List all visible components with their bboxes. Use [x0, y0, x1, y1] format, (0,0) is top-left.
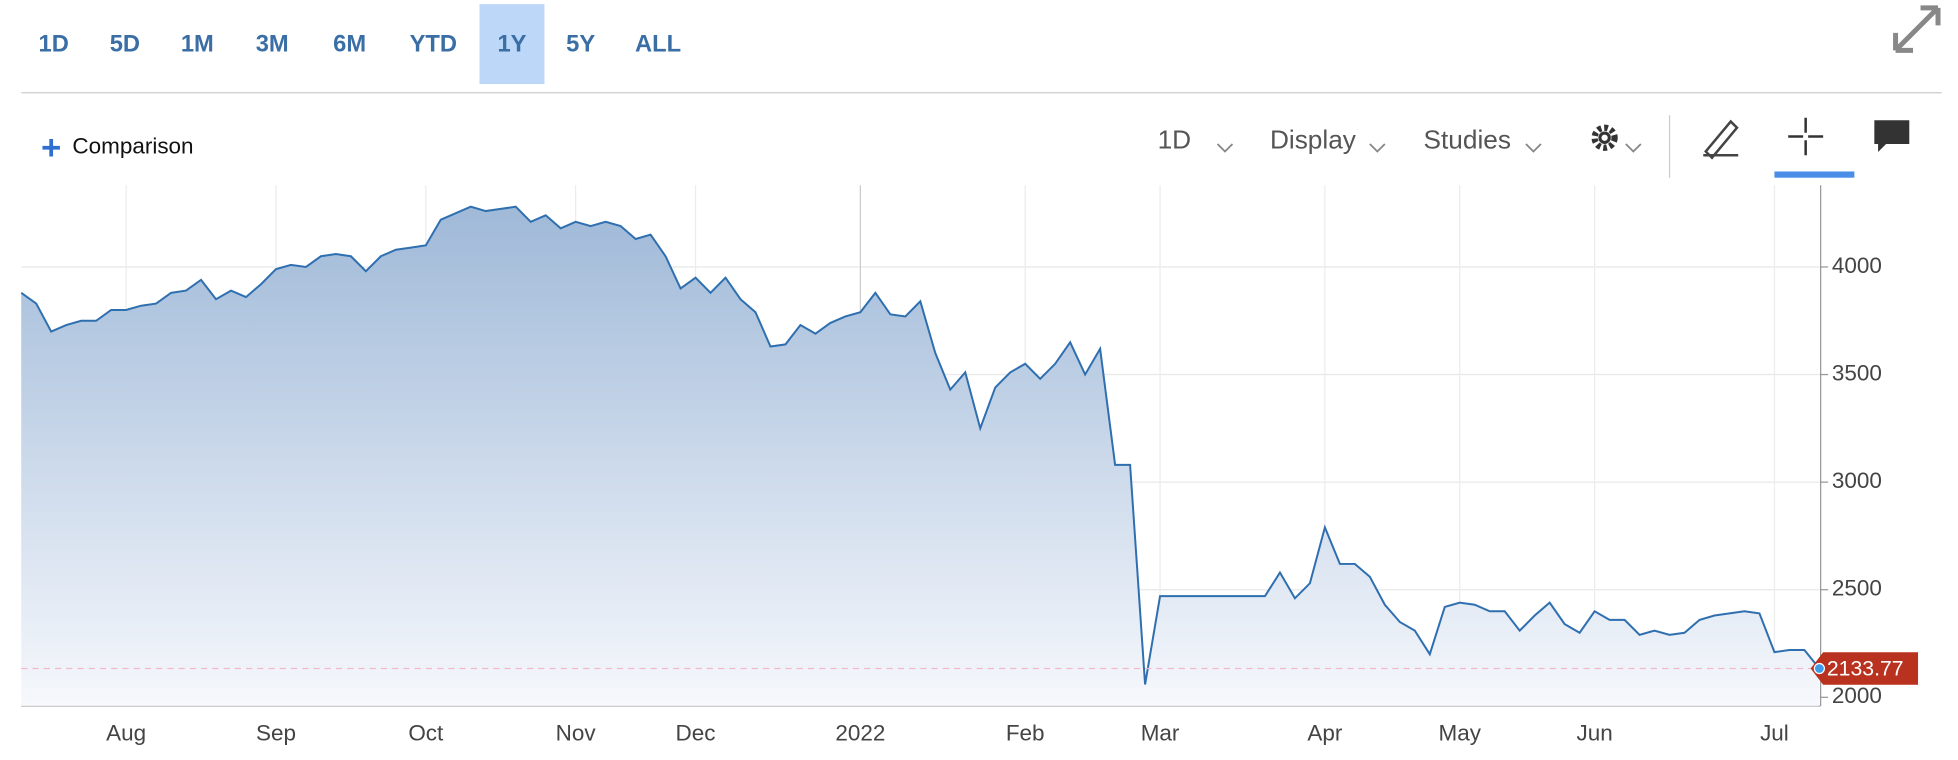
y-tick-label: 2000 [1832, 683, 1882, 708]
y-tick-label: 2500 [1832, 576, 1882, 601]
comparison-button[interactable]: Comparison [72, 134, 193, 159]
draw-icon[interactable] [1703, 119, 1739, 160]
area-fill [21, 206, 1820, 706]
x-tick-label: Apr [1307, 721, 1342, 746]
y-tick-label: 3000 [1832, 468, 1882, 493]
x-tick-label: Jun [1577, 721, 1613, 746]
x-tick-label: 2022 [835, 721, 885, 746]
range-button[interactable]: YTD [410, 32, 457, 58]
range-button[interactable]: 6M [333, 32, 366, 58]
crosshair-icon[interactable] [1788, 117, 1824, 156]
x-tick-label: Dec [676, 721, 716, 746]
settings-icon[interactable] [1591, 124, 1618, 151]
range-button[interactable]: 3M [256, 32, 289, 58]
range-button[interactable]: 1Y [497, 32, 526, 58]
interval-select[interactable]: 1D [1158, 124, 1192, 154]
range-button[interactable]: 1D [39, 32, 69, 58]
x-tick-label: Sep [256, 721, 296, 746]
x-tick-label: Feb [1006, 721, 1045, 746]
comment-icon[interactable] [1874, 120, 1910, 153]
range-button[interactable]: 1M [181, 32, 214, 58]
x-tick-label: Mar [1141, 721, 1180, 746]
crosshair-active [1774, 171, 1855, 178]
range-button[interactable]: 5D [110, 32, 140, 58]
x-tick-label: May [1439, 721, 1482, 746]
plot: 2000 2500 3000 3500 4000 Aug Sep Oct Nov Dec 2022 F… [20, 185, 1919, 746]
x-tick-label: Nov [556, 721, 597, 746]
range-button[interactable]: 5Y [566, 32, 595, 58]
studies-menu[interactable]: Studies [1424, 124, 1511, 154]
display-menu[interactable]: Display [1270, 124, 1357, 154]
active-range-bg [479, 4, 545, 85]
expand-icon[interactable] [1893, 5, 1941, 53]
chevrons [1216, 143, 1642, 153]
last-point [1813, 662, 1826, 675]
last-price-badge [1810, 652, 1919, 685]
x-tick-label: Oct [408, 721, 444, 746]
y-tick-label: 3500 [1832, 360, 1882, 385]
price-line [20, 205, 1821, 685]
plus-icon[interactable] [42, 138, 60, 157]
y-tick-label: 4000 [1832, 253, 1882, 278]
x-tick-label: Jul [1760, 721, 1789, 746]
last-price-label: 2133.77 [1827, 657, 1904, 680]
range-button[interactable]: ALL [635, 32, 681, 58]
x-tick-label: Aug [106, 721, 146, 746]
